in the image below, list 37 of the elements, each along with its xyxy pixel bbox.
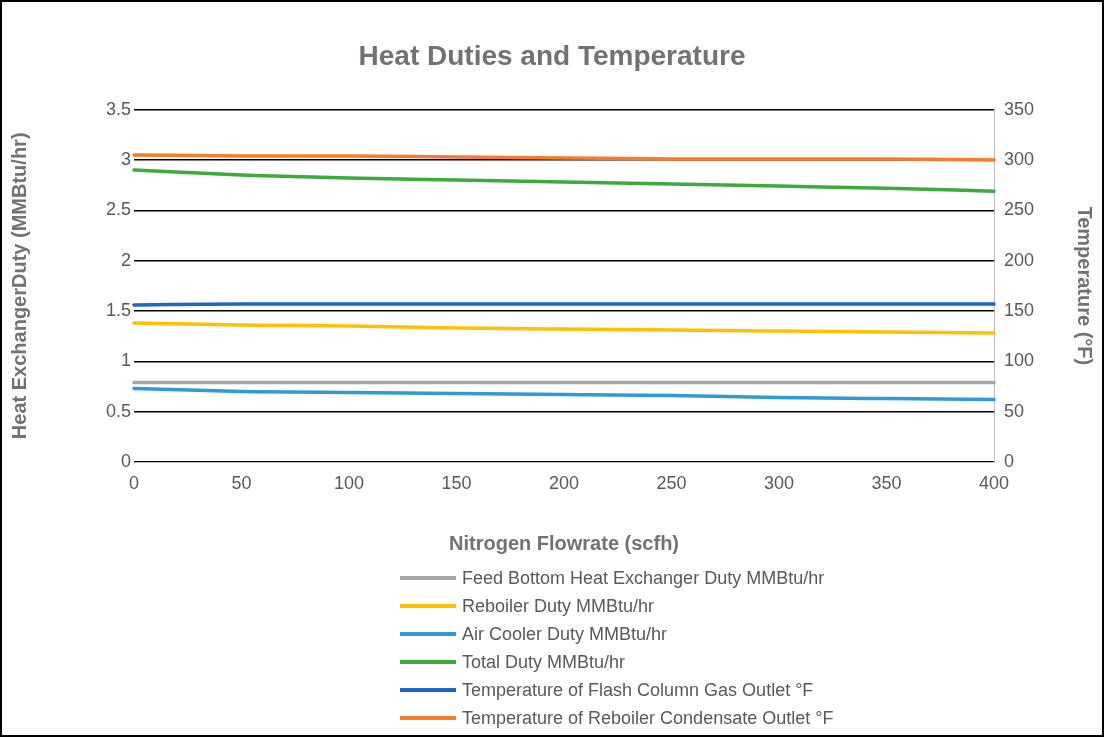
x-tick-label: 350 — [871, 472, 902, 493]
y-tick-label: 0 — [120, 450, 131, 471]
y-tick-label: 0.5 — [105, 400, 131, 421]
legend-label: Total Duty MMBtu/hr — [462, 651, 626, 673]
line-series — [132, 168, 996, 193]
x-tick-label: 150 — [441, 472, 472, 493]
y-tick-label: 3.5 — [105, 98, 131, 119]
legend-label: Temperature of Flash Column Gas Outlet °F — [462, 679, 814, 701]
y2-tick-label: 0 — [1004, 450, 1015, 471]
line-series — [132, 321, 996, 335]
y2-tick-label: 300 — [1004, 148, 1035, 169]
y2-axis-title: Temperature (°F) — [1074, 206, 1097, 366]
y-axis-title: Heat ExchangerDuty (MMBtu/hr) — [7, 132, 30, 440]
y-tick-label: 2 — [120, 249, 131, 270]
y2-tick-label: 350 — [1004, 98, 1035, 119]
y2-tick-label: 150 — [1004, 299, 1035, 320]
y2-tick-label: 250 — [1004, 199, 1035, 220]
x-tick-label: 100 — [333, 472, 365, 493]
y-tick-label: 1.5 — [105, 299, 131, 320]
y-tick-label: 1 — [120, 350, 131, 371]
legend-label: Reboiler Duty MMBtu/hr — [462, 595, 655, 617]
x-tick-label: 300 — [763, 472, 795, 493]
legend-label: Temperature of Reboiler Condensate Outlet °F — [462, 707, 834, 729]
y2-tick-label: 100 — [1004, 350, 1035, 371]
legend-label: Air Cooler Duty MMBtu/hr — [462, 623, 668, 645]
y-tick-label: 2.5 — [105, 199, 131, 220]
x-tick-label: 250 — [656, 472, 687, 493]
legend-label: Feed Bottom Heat Exchanger Duty MMBtu/hr — [462, 567, 825, 589]
line-series — [132, 386, 996, 402]
x-tick-label: 50 — [231, 472, 252, 493]
y2-tick-label: 200 — [1004, 249, 1035, 270]
x-axis-title: Nitrogen Flowrate (scfh) — [448, 531, 680, 554]
y2-tick-label: 50 — [1004, 400, 1025, 421]
x-tick-label: 400 — [978, 472, 1010, 493]
y-tick-label: 3 — [120, 148, 131, 169]
x-tick-label: 200 — [548, 472, 580, 493]
chart-title: Heat Duties and Temperature — [358, 39, 746, 71]
